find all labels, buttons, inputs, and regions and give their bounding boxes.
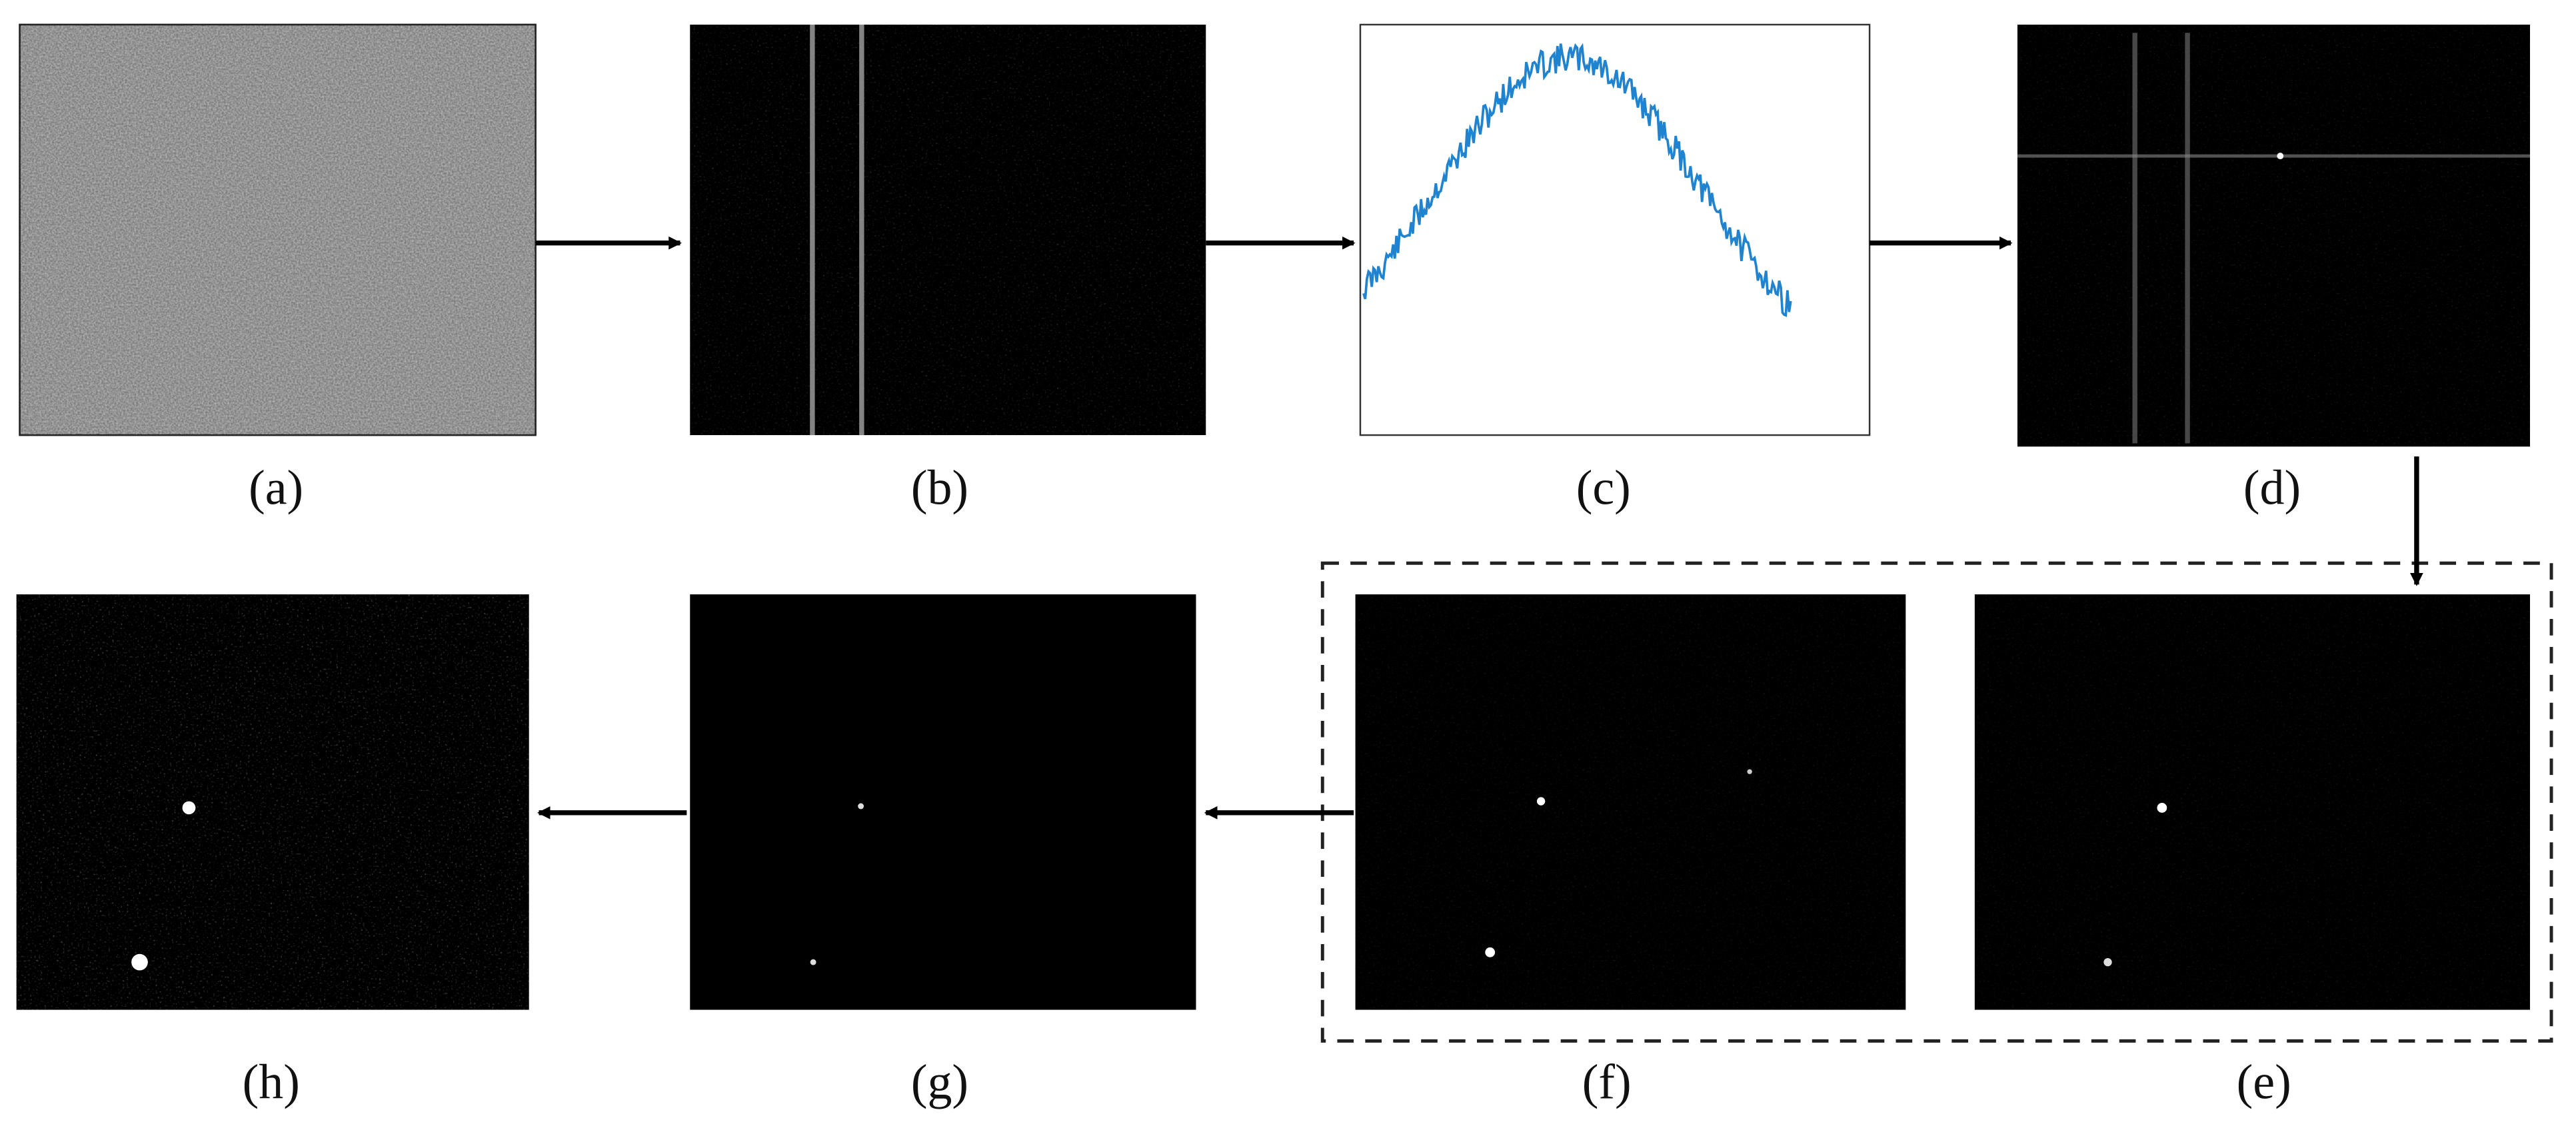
panel-label: (g): [911, 1054, 968, 1109]
curve: [1362, 43, 1792, 317]
dashed-box: [1320, 561, 2553, 1043]
panel-label: (e): [2237, 1054, 2291, 1109]
panel-d: [2017, 24, 2530, 447]
panel-e: [1974, 594, 2530, 1010]
panel-label: (f): [1582, 1054, 1632, 1109]
panel-label: (a): [249, 460, 303, 514]
panel-h: [16, 594, 529, 1010]
panel-c: [1359, 23, 1871, 436]
panel-label: (b): [911, 460, 968, 514]
panel-a: [19, 23, 537, 436]
panel-label: (h): [243, 1054, 300, 1109]
panel-f: [1355, 594, 1906, 1010]
arrows: [535, 236, 2423, 820]
panel-label: (d): [2243, 460, 2301, 514]
panel-label: (c): [1576, 460, 1631, 514]
panel-g: [690, 594, 1196, 1010]
panel-b: [690, 24, 1206, 436]
